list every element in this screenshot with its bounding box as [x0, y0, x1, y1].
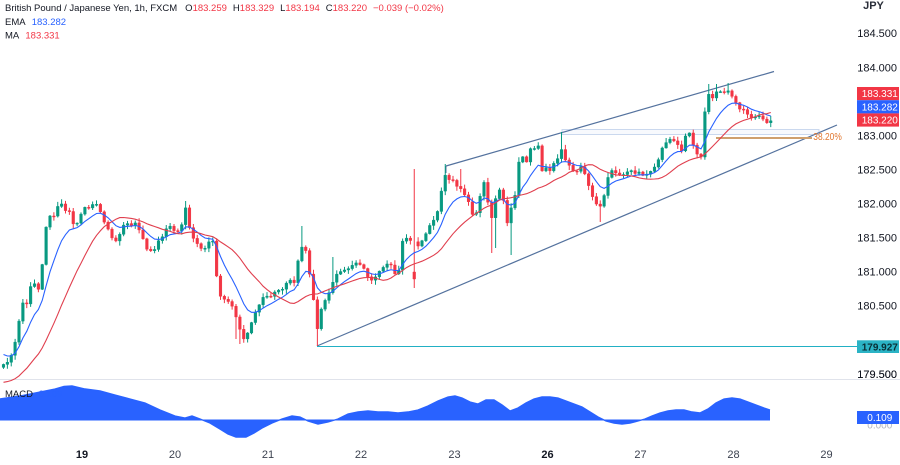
svg-text:38.20%: 38.20% [813, 131, 842, 143]
svg-text:26: 26 [541, 449, 553, 460]
svg-text:182.500: 182.500 [857, 164, 897, 176]
svg-text:183.000: 183.000 [857, 130, 897, 142]
svg-text:184.500: 184.500 [857, 28, 897, 40]
svg-text:179.927: 179.927 [862, 342, 899, 353]
svg-text:23: 23 [448, 449, 460, 460]
svg-text:20: 20 [169, 449, 181, 460]
svg-text:28: 28 [727, 449, 739, 460]
svg-text:0.000: 0.000 [867, 421, 892, 432]
svg-text:181.500: 181.500 [857, 233, 897, 245]
svg-text:MA 183.331: MA 183.331 [5, 31, 60, 42]
svg-text:184.000: 184.000 [857, 62, 897, 74]
svg-text:19: 19 [76, 449, 88, 460]
svg-text:EMA 183.282: EMA 183.282 [5, 17, 66, 28]
svg-text:21: 21 [262, 449, 274, 460]
svg-text:183.331: 183.331 [862, 89, 899, 100]
svg-text:MACD 0.109: MACD 0.109 [5, 389, 62, 400]
svg-text:29: 29 [820, 449, 832, 460]
svg-text:JPY: JPY [863, 0, 884, 12]
svg-text:180.500: 180.500 [857, 301, 897, 313]
svg-text:179.500: 179.500 [857, 369, 897, 381]
svg-text:181.000: 181.000 [857, 267, 897, 279]
svg-text:22: 22 [355, 449, 367, 460]
svg-text:183.220: 183.220 [862, 116, 899, 127]
svg-text:27: 27 [634, 449, 646, 460]
svg-text:183.282: 183.282 [862, 102, 899, 113]
svg-text:British Pound / Japanese Yen,: British Pound / Japanese Yen, 1h, FXCM O1… [5, 3, 444, 14]
svg-text:179.500: 179.500 [857, 369, 897, 381]
svg-text:182.000: 182.000 [857, 199, 897, 211]
svg-text:0.109: 0.109 [867, 413, 892, 424]
